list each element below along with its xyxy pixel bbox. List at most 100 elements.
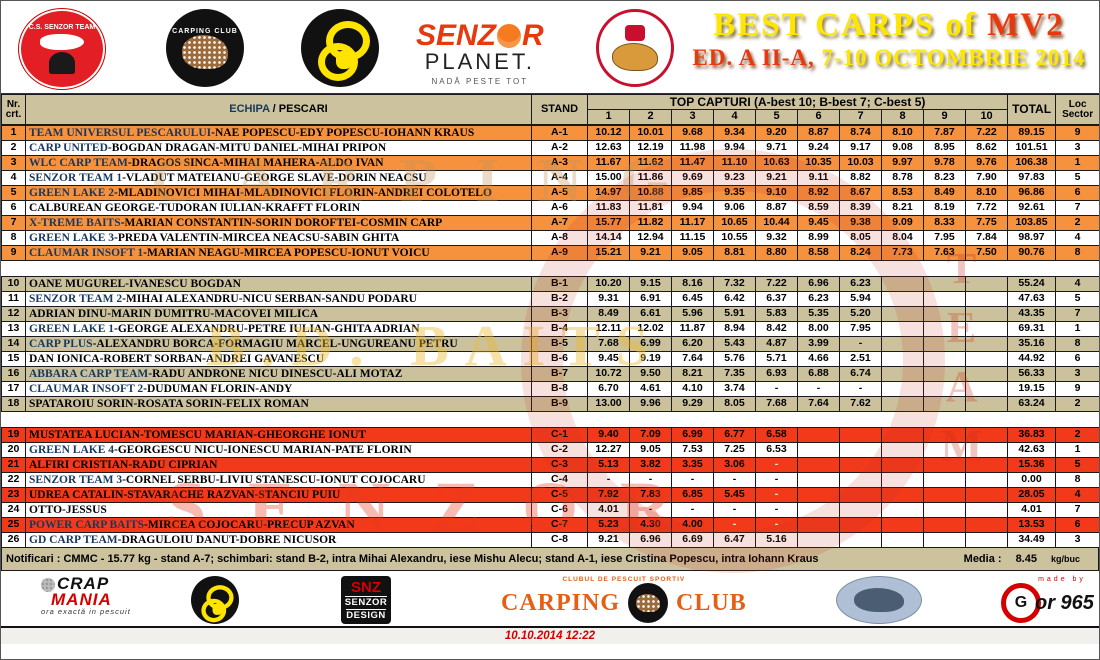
catch-col-header: 9 bbox=[923, 109, 966, 125]
catch-weight-cell: 10.65 bbox=[713, 215, 756, 231]
table-row: 25 POWER CARP BAITS-MIRCEA COJOCARU-PRECU… bbox=[1, 517, 1099, 533]
catch-weight-cell bbox=[923, 487, 966, 503]
catch-weight-cell: 5.43 bbox=[713, 336, 756, 352]
team-name-cell: DAN IONICA-ROBERT SORBAN-ANDREI GAVANESC… bbox=[25, 351, 532, 367]
table-row: 24 OTTO-JESSUS C-6 4.01- - - -4.01 7 bbox=[1, 502, 1099, 518]
catch-weight-cell bbox=[839, 502, 882, 518]
catch-weight-cell: - bbox=[629, 472, 672, 488]
catch-weight-cell: 6.91 bbox=[629, 291, 672, 307]
row-number-cell: 9 bbox=[1, 245, 26, 261]
anglers-names: SPATAROIU SORIN-ROSATA SORIN-FELIX ROMAN bbox=[29, 397, 309, 410]
loc-sector-cell: 9 bbox=[1055, 381, 1099, 397]
loc-sector-cell: 7 bbox=[1055, 306, 1099, 322]
catch-weight-cell: 6.99 bbox=[671, 427, 714, 443]
carping-club-logo: CARPING CLUB bbox=[166, 9, 244, 87]
stand-cell: B-2 bbox=[531, 291, 588, 307]
loc-sector-cell: 9 bbox=[1055, 125, 1099, 141]
team-name: SENZOR TEAM 3 bbox=[29, 473, 123, 486]
catch-weight-cell: 5.20 bbox=[839, 306, 882, 322]
catch-weight-cell bbox=[797, 487, 840, 503]
stand-cell: C-6 bbox=[531, 502, 588, 518]
catch-weight-cell: 7.75 bbox=[965, 215, 1008, 231]
row-number-cell: 13 bbox=[1, 321, 26, 337]
table-row: 9 CLAUMAR INSOFT 1-MARIAN NEAGU-MIRCEA PO… bbox=[1, 245, 1099, 261]
team-name: ABBARA CARP TEAM bbox=[29, 367, 149, 380]
catch-weight-cell: 8.49 bbox=[587, 306, 630, 322]
catch-weight-cell bbox=[839, 442, 882, 458]
notifications-text: Notificari : CMMC - 15.77 kg - stand A-7… bbox=[6, 553, 819, 565]
catch-weight-cell: 9.40 bbox=[587, 427, 630, 443]
catch-weight-cell: 10.72 bbox=[587, 366, 630, 382]
row-number-cell: 23 bbox=[1, 487, 26, 503]
subtitle-accent: ED. A II-A, bbox=[692, 44, 822, 70]
catch-weight-cell: 8.10 bbox=[881, 125, 924, 141]
stand-cell: B-6 bbox=[531, 351, 588, 367]
stand-cell: B-8 bbox=[531, 381, 588, 397]
catch-weight-cell: 6.93 bbox=[755, 366, 798, 382]
catch-weight-cell: 9.32 bbox=[755, 230, 798, 246]
catch-weight-cell: 7.83 bbox=[629, 487, 672, 503]
senzor-team-logo-text: C.S. SENZOR TEAM bbox=[28, 24, 96, 32]
loc-sector-cell: 3 bbox=[1055, 366, 1099, 382]
team-name-cell: SENZOR TEAM 1-VLADUT MATEIANU-GEORGE SLA… bbox=[25, 170, 532, 186]
stand-cell: A-8 bbox=[531, 230, 588, 246]
media-value: 8.45 bbox=[1015, 553, 1037, 565]
catch-weight-cell: 8.49 bbox=[923, 185, 966, 201]
catch-weight-cell: 5.23 bbox=[587, 517, 630, 533]
catch-weight-cell: 6.99 bbox=[629, 336, 672, 352]
anglers-names: -DUDUMAN FLORIN-ANDY bbox=[143, 382, 293, 395]
catch-weight-cell: 9.76 bbox=[965, 155, 1008, 171]
table-row: 5 GREEN LAKE 2-MLADINOVICI MIHAI-MLADINOV… bbox=[1, 185, 1099, 201]
stand-cell: B-9 bbox=[531, 396, 588, 412]
catch-weight-cell: 9.21 bbox=[629, 245, 672, 261]
catch-weight-cell: 8.94 bbox=[713, 321, 756, 337]
media-label: Media : bbox=[963, 553, 1002, 565]
catch-weight-cell: 8.81 bbox=[713, 245, 756, 261]
anglers-names: OANE MUGUREL-IVANESCU BOGDAN bbox=[29, 277, 241, 290]
catch-weight-cell: 8.05 bbox=[839, 230, 882, 246]
catch-weight-cell bbox=[797, 502, 840, 518]
catch-weight-cell bbox=[965, 517, 1008, 533]
angler-silhouette-icon bbox=[49, 51, 75, 74]
catch-weight-cell bbox=[965, 457, 1008, 473]
catch-weight-cell: 12.63 bbox=[587, 140, 630, 156]
col-header-total: TOTAL bbox=[1007, 94, 1057, 125]
catch-weight-cell: 9.21 bbox=[755, 170, 798, 186]
row-number-cell: 8 bbox=[1, 230, 26, 246]
catch-weight-cell bbox=[881, 396, 924, 412]
catch-weight-cell: 5.16 bbox=[755, 532, 798, 548]
anglers-names: CALBUREAN GEORGE-TUDORAN IULIAN-KRAFFT F… bbox=[29, 201, 361, 214]
catch-weight-cell: 8.99 bbox=[797, 230, 840, 246]
row-number-cell: 20 bbox=[1, 442, 26, 458]
monkey-icon bbox=[200, 585, 234, 623]
catch-col-header: 1 bbox=[587, 109, 630, 125]
catch-weight-cell bbox=[965, 336, 1008, 352]
row-number-cell: 17 bbox=[1, 381, 26, 397]
anglers-names: -ALEXANDRU BORCA-FORMAGIU MARCEL-UNGUREA… bbox=[92, 337, 458, 350]
loc-sector-cell: 1 bbox=[1055, 155, 1099, 171]
catch-weight-cell: 6.77 bbox=[713, 427, 756, 443]
row-number-cell: 24 bbox=[1, 502, 26, 518]
table-row: 12 ADRIAN DINU-MARIN DUMITRU-MACOVEI MILI… bbox=[1, 306, 1099, 322]
catch-weight-cell: 9.24 bbox=[797, 140, 840, 156]
team-name-cell: ABBARA CARP TEAM-RADU ANDRONE NICU DINES… bbox=[25, 366, 532, 382]
catch-weight-cell: 4.00 bbox=[671, 517, 714, 533]
table-row: 1 TEAM UNIVERSUL PESCARULUI-NAE POPESCU-E… bbox=[1, 125, 1099, 141]
anglers-names: -MIHAI ALEXANDRU-NICU SERBAN-SANDU PODAR… bbox=[122, 292, 417, 305]
catch-weight-cell bbox=[881, 336, 924, 352]
anglers-names: -RADU ANDRONE NICU DINESCU-ALI MOTAZ bbox=[148, 367, 403, 380]
total-cell: 43.35 bbox=[1007, 306, 1056, 322]
catch-weight-cell: 11.67 bbox=[587, 155, 630, 171]
anglers-names: -NAE POPESCU-EDY POPESCU-IOHANN KRAUS bbox=[211, 126, 475, 139]
catch-weight-cell: 6.20 bbox=[671, 336, 714, 352]
loc-sector-cell: 4 bbox=[1055, 487, 1099, 503]
team-name-cell: GD CARP TEAM-DRAGULOIU DANUT-DOBRE NICUS… bbox=[25, 532, 532, 548]
catch-weight-cell bbox=[797, 472, 840, 488]
club-subtitle: CLUBUL DE PESCUIT SPORTIV bbox=[562, 576, 686, 583]
media-unit: kg/buc bbox=[1050, 554, 1080, 564]
row-number-cell: 22 bbox=[1, 472, 26, 488]
catch-weight-cell: - bbox=[839, 381, 882, 397]
catch-weight-cell bbox=[797, 457, 840, 473]
catch-weight-cell: 7.87 bbox=[923, 125, 966, 141]
catch-weight-cell: 8.67 bbox=[839, 185, 882, 201]
